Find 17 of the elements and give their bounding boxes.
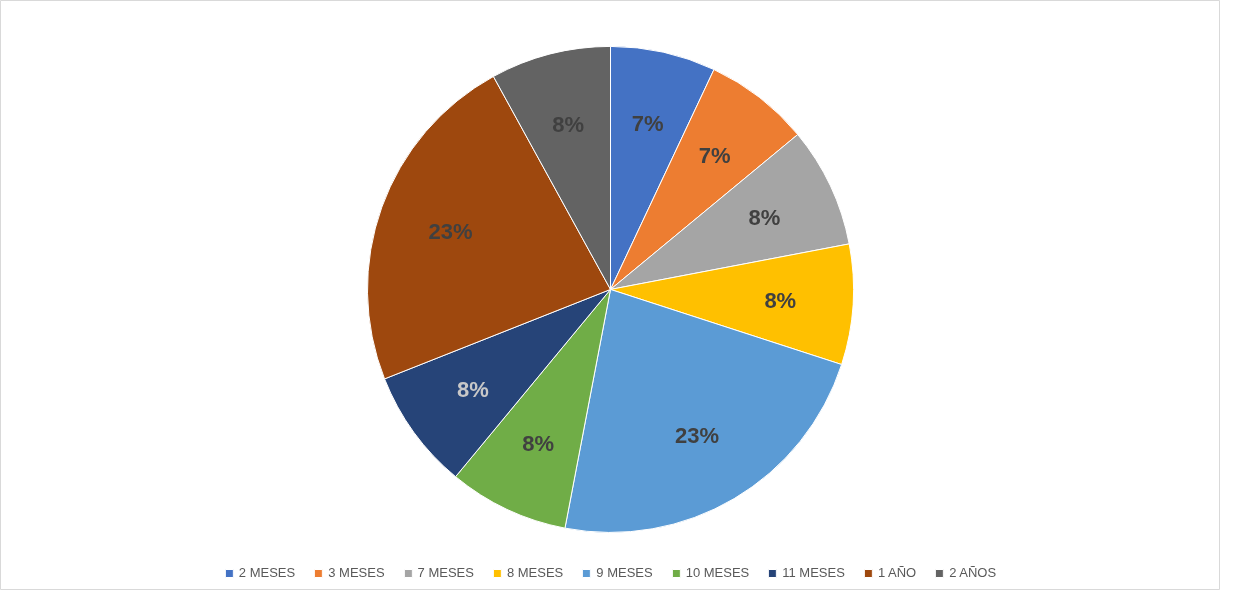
data-label: 7% <box>631 111 664 137</box>
legend-label: 3 MESES <box>328 565 385 580</box>
legend-label: 11 MESES <box>782 565 845 580</box>
legend-label: 1 AÑO <box>877 565 917 580</box>
legend-label: 2 AÑOS <box>949 565 997 580</box>
data-label: 8% <box>748 204 781 230</box>
legend-label: 10 MESES <box>685 565 750 580</box>
legend-label: 9 MESES <box>596 565 653 580</box>
legend-label: 7 MESES <box>417 565 474 580</box>
legend-label: 2 MESES <box>238 565 296 580</box>
legend-label: 8 MESES <box>506 565 564 580</box>
data-label: 8% <box>456 376 489 402</box>
data-label: 23% <box>675 423 720 449</box>
data-label: 23% <box>428 219 473 245</box>
data-label: 8% <box>522 430 554 456</box>
data-label: 8% <box>764 287 797 313</box>
data-label: 7% <box>698 142 731 168</box>
